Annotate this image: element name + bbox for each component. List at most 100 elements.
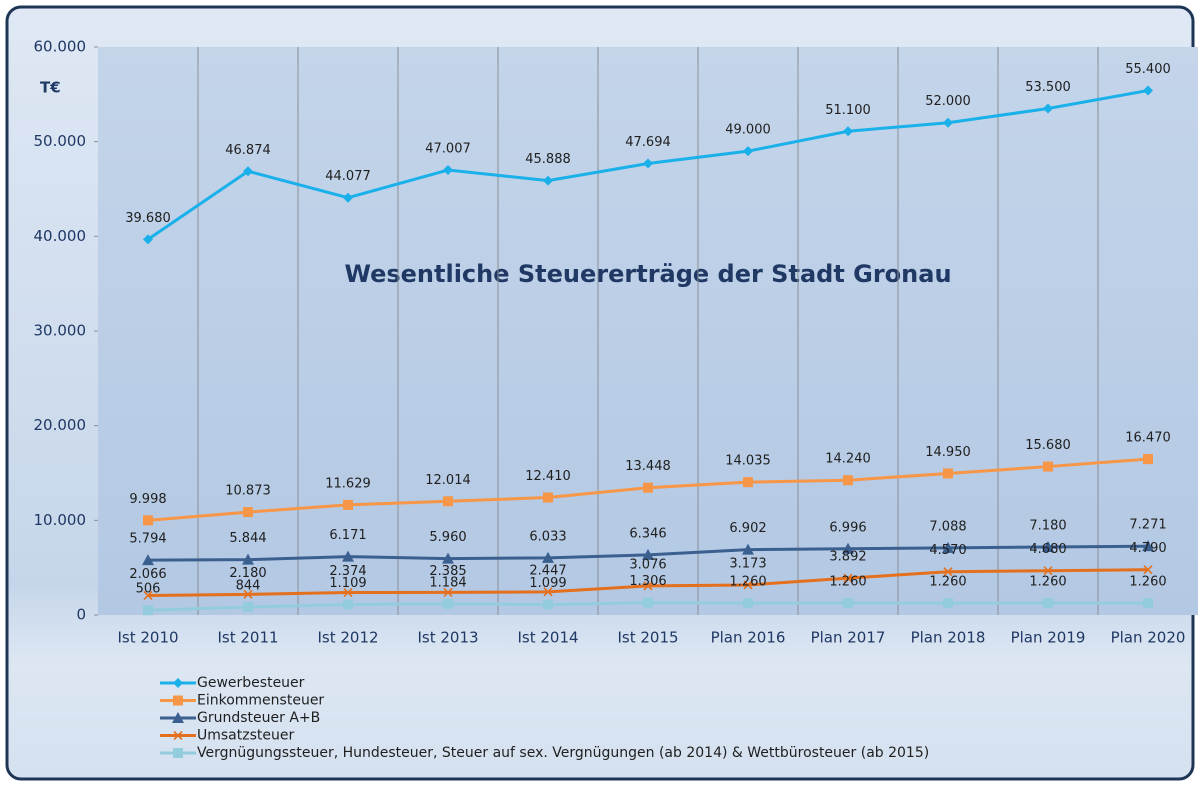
point [343, 499, 353, 510]
data-label: 14.035 [725, 454, 771, 469]
data-label: 15.680 [1025, 438, 1071, 453]
data-label: 12.014 [425, 473, 471, 488]
point [743, 598, 753, 609]
point [543, 175, 553, 186]
point [643, 158, 653, 169]
data-label: 4.680 [1029, 542, 1066, 557]
data-label: 5.844 [229, 531, 266, 546]
legend-marker [173, 695, 183, 706]
point [1043, 598, 1053, 609]
point [143, 605, 153, 616]
point [643, 597, 653, 608]
data-label: 49.000 [725, 123, 771, 138]
y-tick-label: 40.000 [34, 227, 87, 245]
data-label: 2.066 [129, 567, 166, 582]
point [243, 166, 253, 177]
point [843, 126, 853, 137]
data-label: 55.400 [1125, 62, 1171, 77]
data-label: 1.109 [329, 576, 366, 591]
data-label: 6.902 [729, 521, 766, 536]
data-label: 6.346 [629, 526, 666, 541]
point [743, 146, 753, 157]
data-label: 6.171 [329, 528, 366, 543]
point [443, 598, 453, 609]
point [542, 551, 554, 563]
data-label: 14.240 [825, 452, 871, 467]
data-label: 7.180 [1029, 519, 1066, 534]
legend-marker [172, 712, 184, 723]
data-label: 5.960 [429, 530, 466, 545]
point [643, 482, 653, 493]
data-label: 6.996 [829, 520, 866, 535]
point [842, 542, 854, 554]
point [943, 468, 953, 479]
data-label: 9.998 [129, 492, 166, 507]
data-label: 2.385 [429, 564, 466, 579]
y-tick-label: 30.000 [34, 322, 87, 340]
legend-marker [173, 748, 183, 758]
point [843, 573, 853, 583]
point [243, 602, 253, 613]
legend-label: Einkommensteuer [197, 693, 324, 709]
data-label: 2.447 [529, 563, 566, 578]
point [742, 543, 754, 555]
point [243, 507, 253, 518]
y-tick-label: 10.000 [34, 511, 87, 529]
x-tick-label: Plan 2016 [711, 629, 786, 647]
point [342, 550, 354, 562]
data-label: 4.790 [1129, 541, 1166, 556]
point [143, 590, 153, 601]
data-label: 13.448 [625, 459, 671, 474]
point [943, 567, 953, 577]
data-label: 5.794 [129, 532, 166, 547]
x-tick-label: Plan 2017 [811, 629, 886, 647]
point [743, 580, 753, 590]
point [343, 587, 353, 598]
data-label: 3.173 [729, 556, 766, 571]
point [1143, 85, 1153, 96]
point [643, 581, 653, 591]
data-label: 6.033 [529, 529, 566, 544]
point [443, 165, 453, 176]
data-label: 3.892 [829, 550, 866, 565]
data-label: 844 [236, 579, 261, 594]
data-label: 1.184 [429, 575, 466, 590]
data-label: 53.500 [1025, 80, 1071, 95]
point [442, 552, 454, 564]
y-tick-label: 20.000 [34, 416, 87, 434]
point [243, 589, 253, 599]
chart-title: Wesentliche Steuererträge der Stadt Gron… [344, 260, 951, 288]
point [1143, 454, 1153, 465]
data-label: 46.874 [225, 143, 271, 158]
point [943, 117, 953, 128]
x-tick-label: Ist 2013 [417, 629, 478, 647]
data-label: 12.410 [525, 469, 571, 484]
point [642, 548, 654, 560]
unit-label: T€ [40, 79, 61, 97]
legend-marker [173, 730, 183, 741]
y-tick-label: 60.000 [34, 38, 87, 56]
data-label: 1.306 [629, 574, 666, 589]
data-label: 1.260 [829, 575, 866, 590]
point [1043, 461, 1053, 472]
x-tick-label: Ist 2011 [217, 629, 278, 647]
point [1142, 540, 1154, 552]
data-label: 16.470 [1125, 431, 1171, 446]
point [843, 598, 853, 609]
x-tick-label: Ist 2012 [317, 629, 378, 647]
data-label: 7.088 [929, 519, 966, 534]
data-label: 10.873 [225, 484, 271, 499]
point [343, 192, 353, 203]
point [543, 492, 553, 503]
x-tick-label: Ist 2015 [617, 629, 678, 647]
point [543, 599, 553, 610]
point [943, 598, 953, 609]
point [443, 587, 453, 597]
x-tick-label: Plan 2020 [1111, 629, 1186, 647]
data-label: 1.260 [729, 575, 766, 590]
data-label: 1.260 [1029, 575, 1066, 590]
data-label: 4.570 [929, 543, 966, 558]
point [1143, 598, 1153, 609]
data-label: 47.007 [425, 142, 471, 157]
